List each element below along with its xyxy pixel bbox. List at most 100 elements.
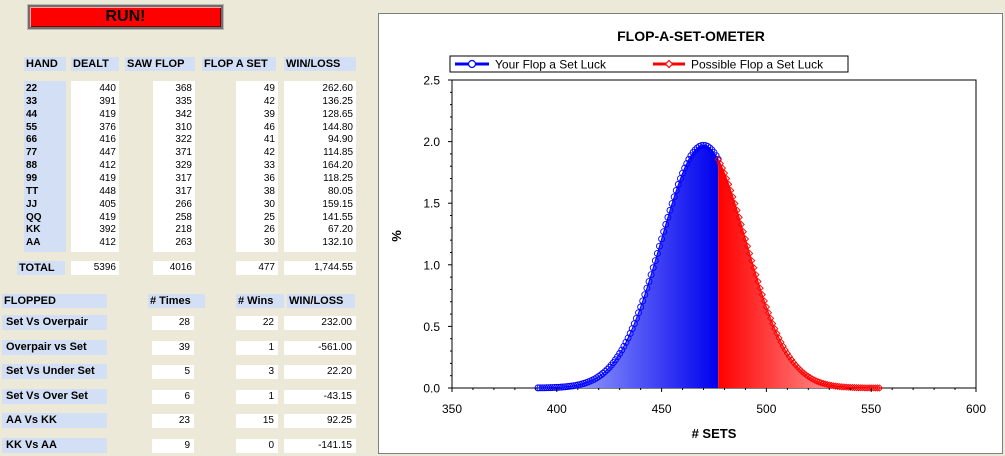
hand-cell-win-loss: 128.65 [284, 108, 356, 121]
possible-luck-point [823, 380, 831, 389]
hand-cell-saw-flop: 218 [153, 224, 195, 237]
hand-cell-flop-a-set: 49 [236, 83, 278, 95]
x-tick-label: 600 [966, 402, 986, 416]
run-button[interactable]: RUN! [27, 4, 224, 30]
hand-cell-saw-flop: 371 [153, 147, 195, 160]
hand-cell-flop-a-set: 26 [236, 224, 278, 237]
hand-cell-flop-a-set: 38 [236, 185, 278, 198]
possible-luck-point [806, 374, 815, 382]
hand-label: AA [24, 237, 66, 250]
flopped-row-label: Overpair vs Set [2, 339, 107, 355]
your-luck-point [668, 200, 676, 207]
possible-luck-point [750, 264, 758, 272]
hand-label: 88 [24, 160, 66, 173]
your-luck-point [691, 146, 699, 154]
possible-luck-point [771, 325, 779, 333]
hand-cell-dealt: 412 [71, 160, 119, 173]
possible-luck-point [783, 349, 791, 358]
hand-cell-saw-flop: 263 [153, 237, 195, 250]
flopped-cell-times: 39 [152, 340, 194, 355]
hand-cell-dealt: 440 [71, 83, 119, 95]
hand-label: 44 [24, 108, 66, 121]
your-luck-point [672, 187, 680, 194]
possible-luck-point [737, 220, 745, 229]
possible-luck-point [821, 380, 829, 388]
possible-luck-point [808, 375, 817, 383]
possible-luck-point [813, 377, 821, 385]
hand-cell-flop-a-set: 41 [236, 134, 278, 147]
hand-label: 77 [24, 147, 66, 160]
hand-cell-flop-a-set: 39 [236, 108, 278, 121]
x-tick-label: 400 [547, 402, 567, 416]
possible-luck-point [739, 228, 747, 236]
hand-cell-win-loss: 136.25 [284, 95, 356, 108]
hand-cell-flop-a-set: 33 [236, 160, 278, 173]
your-luck-point [620, 342, 628, 350]
possible-luck-point [831, 382, 840, 390]
flopped-cell-win-loss: 92.25 [284, 414, 356, 429]
your-luck-point [647, 271, 655, 279]
possible-luck-point [745, 249, 754, 258]
hand-cell-saw-flop: 317 [153, 185, 195, 198]
hand-cell-win-loss: 262.60 [284, 83, 356, 95]
hand-cell-win-loss: 67.20 [284, 224, 356, 237]
your-luck-point [662, 221, 670, 228]
your-luck-point [670, 193, 678, 201]
your-luck-point [597, 371, 605, 379]
total-label: TOTAL [17, 261, 65, 275]
possible-luck-point [716, 159, 724, 168]
possible-luck-point [815, 378, 823, 386]
header-saw-flop: SAW FLOP [125, 57, 195, 71]
your-luck-point [704, 143, 712, 150]
flopped-cell-wins: 22 [236, 316, 278, 330]
flopped-cell-times: 28 [152, 316, 194, 330]
hand-cell-flop-a-set: 25 [236, 211, 278, 224]
hand-cell-saw-flop: 310 [153, 121, 195, 134]
hand-cell-dealt: 447 [71, 147, 119, 160]
header-flop-a-set: FLOP A SET [202, 57, 276, 71]
possible-luck-point [875, 384, 884, 392]
flopped-cell-times: 5 [152, 365, 194, 380]
your-luck-point [639, 297, 647, 305]
series-possible-luck-area [718, 159, 880, 388]
possible-luck-point [829, 382, 838, 390]
hand-cell-win-loss: 132.10 [284, 237, 356, 250]
hand-cell-flop-a-set: 46 [236, 121, 278, 134]
hand-label: JJ [24, 198, 66, 211]
possible-luck-point [834, 382, 842, 390]
possible-luck-point [817, 379, 825, 387]
header-flopped-win-loss: WIN/LOSS [287, 294, 355, 308]
possible-luck-point [748, 257, 756, 265]
hand-cell-win-loss: 80.05 [284, 185, 356, 198]
hand-label: TT [24, 185, 66, 198]
possible-luck-point [758, 291, 766, 299]
your-luck-point [649, 264, 657, 272]
flopped-cell-wins: 0 [236, 439, 278, 453]
hand-cell-flop-a-set: 42 [236, 95, 278, 108]
hand-cell-dealt: 419 [71, 211, 119, 224]
possible-luck-point [756, 284, 764, 292]
x-tick-label: 450 [652, 402, 672, 416]
flopped-row-label: KK Vs AA [2, 438, 107, 453]
possible-luck-point [827, 381, 836, 390]
header-win-loss: WIN/LOSS [284, 57, 356, 71]
your-luck-point [656, 242, 663, 250]
possible-luck-point [754, 277, 762, 286]
your-luck-point [616, 350, 624, 357]
flopped-row-label: Set Vs Under Set [2, 364, 107, 380]
hand-cell-saw-flop: 258 [153, 211, 195, 224]
your-luck-point [601, 368, 609, 376]
hand-cell-saw-flop: 317 [153, 172, 195, 185]
chart-legend: Your Flop a Set Luck Possible Flop a Set… [449, 55, 849, 73]
flopped-cell-wins: 1 [236, 340, 278, 355]
possible-luck-point [819, 379, 827, 388]
your-luck-point [622, 338, 630, 346]
y-tick-label: 2.0 [423, 135, 440, 149]
legend-label-possible-luck: Possible Flop a Set Luck [691, 58, 824, 72]
your-luck-point [653, 250, 661, 257]
hand-cell-saw-flop: 368 [153, 83, 195, 95]
your-luck-point [599, 369, 607, 377]
x-tick-label: 350 [442, 402, 462, 416]
possible-luck-point [727, 186, 735, 195]
header-hand: HAND [24, 57, 66, 71]
